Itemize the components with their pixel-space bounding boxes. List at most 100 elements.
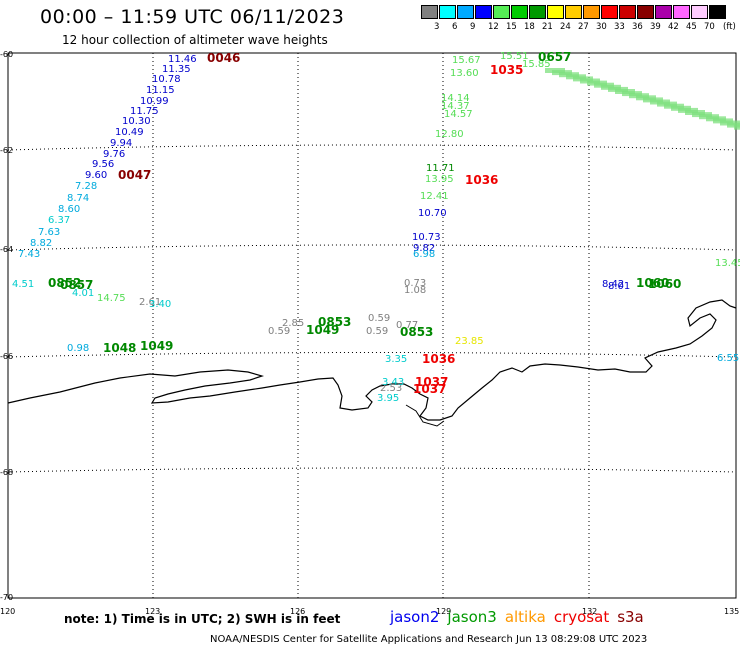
- legend-swatch: [511, 5, 528, 19]
- swh-observation: 7.28: [75, 181, 97, 192]
- swh-observation: 2.61: [139, 297, 161, 308]
- legend-swatch: [457, 5, 474, 19]
- swh-observation: 15.51: [500, 51, 529, 62]
- lon-tick-label: 132: [582, 607, 597, 616]
- legend-label: 18: [524, 22, 535, 32]
- swh-observation: 12.41: [420, 191, 449, 202]
- legend-swatch: [547, 5, 564, 19]
- swh-observation: 9.76: [103, 149, 125, 160]
- swh-observation: 0.59: [368, 313, 390, 324]
- swh-observation: 0.73: [404, 278, 426, 289]
- swh-observation: 3.95: [377, 393, 399, 404]
- swh-observation: 8.60: [58, 204, 80, 215]
- satellite-jason2: jason2: [390, 608, 440, 626]
- swh-observation: 2.53: [380, 383, 402, 394]
- swh-observation: 3.35: [385, 354, 407, 365]
- pass-time-label: 1060: [636, 276, 669, 290]
- lon-tick-label: 129: [436, 607, 451, 616]
- legend-label: 6: [452, 22, 458, 32]
- legend-swatch: [709, 5, 726, 19]
- swh-observation: 0.59: [366, 326, 388, 337]
- legend-label: 27: [578, 22, 589, 32]
- swh-observation: 0.77: [396, 320, 418, 331]
- swh-observation: 9.56: [92, 159, 114, 170]
- pass-time-label: 1037: [413, 382, 446, 396]
- swh-observation: 14.57: [444, 109, 473, 120]
- map-frame: [7, 52, 737, 599]
- pass-time-label: 0047: [118, 168, 151, 182]
- swh-observation: 8.01: [608, 281, 630, 292]
- swh-observation: 6.55: [717, 353, 739, 364]
- swh-observation: 11.15: [146, 85, 175, 96]
- pass-time-label: 1048: [103, 341, 136, 355]
- graticule: [7, 53, 737, 598]
- swh-observation: 8.42: [602, 279, 624, 290]
- swh-observation: 10.70: [418, 208, 447, 219]
- legend-label: 3: [434, 22, 440, 32]
- pass-time-label: 1036: [422, 352, 455, 366]
- swh-observation: 11.35: [162, 64, 191, 75]
- swh-observation: 11.46: [168, 54, 197, 65]
- swh-observation: 15.85: [522, 59, 551, 70]
- dense-track-labels: [545, 68, 740, 130]
- antarctic-coastline: [7, 299, 737, 421]
- legend-swatch: [673, 5, 690, 19]
- legend-swatch: [637, 5, 654, 19]
- swh-observation: 12.80: [435, 129, 464, 140]
- lat-tick-label: -64: [0, 245, 13, 254]
- legend-label: 70: [704, 22, 715, 32]
- legend-label: 39: [650, 22, 661, 32]
- swh-observation: 14.37: [441, 101, 470, 112]
- swh-observation: 10.73: [412, 232, 441, 243]
- swh-observation: 3.40: [149, 299, 171, 310]
- swh-observation: 9.60: [85, 170, 107, 181]
- swh-observation: 2.85: [282, 318, 304, 329]
- swh-observation: 0.59: [268, 326, 290, 337]
- swh-observation: 23.85: [455, 336, 484, 347]
- swh-observation: 13.60: [450, 68, 479, 79]
- pass-time-label: 0853: [400, 325, 433, 339]
- swh-observation: 8.82: [30, 238, 52, 249]
- lat-tick-label: -70: [0, 593, 13, 602]
- pass-time-label: 1036: [465, 173, 498, 187]
- swh-observation: 4.51: [12, 279, 34, 290]
- lat-tick-label: -68: [0, 468, 13, 477]
- pass-time-label: 1060: [648, 277, 681, 291]
- lon-tick-label: 126: [290, 607, 305, 616]
- swh-observation: 9.82: [413, 243, 435, 254]
- legend-swatch: [583, 5, 600, 19]
- swh-observation: 10.30: [122, 116, 151, 127]
- swh-observation: 6.98: [413, 249, 435, 260]
- swh-observation: 10.78: [152, 74, 181, 85]
- satellite-jason3: jason3: [447, 608, 497, 626]
- swh-observation: 3.43: [382, 377, 404, 388]
- pass-time-label: 0857: [60, 278, 93, 292]
- legend-swatch: [529, 5, 546, 19]
- lon-tick-label: 135: [724, 607, 739, 616]
- swh-observation: 7.43: [18, 249, 40, 260]
- legend-label: 21: [542, 22, 553, 32]
- legend-label: 30: [596, 22, 607, 32]
- swh-observation: 14.75: [97, 293, 126, 304]
- satellite-cryosat: cryosat: [553, 608, 610, 626]
- pass-time-label: 1037: [415, 375, 448, 389]
- lat-tick-label: -66: [0, 352, 13, 361]
- pass-time-label: 0853: [318, 315, 351, 329]
- swh-observation: 15.67: [452, 55, 481, 66]
- legend-swatch: [691, 5, 708, 19]
- legend-label: 12: [488, 22, 499, 32]
- pass-time-label: 0046: [207, 51, 240, 65]
- satellite-altika: altika: [504, 608, 546, 626]
- swh-observation: 11.71: [426, 163, 455, 174]
- legend-label: 36: [632, 22, 643, 32]
- swh-observation: 8.74: [67, 193, 89, 204]
- legend-label: 45: [686, 22, 697, 32]
- map-title: 00:00 – 11:59 UTC 06/11/2023: [40, 6, 345, 28]
- lat-tick-label: -62: [0, 146, 13, 155]
- legend-label: 42: [668, 22, 679, 32]
- pass-time-label: 1049: [306, 323, 339, 337]
- satellite-key: jason2 jason3 altika cryosat s3a: [390, 608, 652, 626]
- swh-observation: 14.14: [441, 93, 470, 104]
- swh-observation: 13.95: [425, 174, 454, 185]
